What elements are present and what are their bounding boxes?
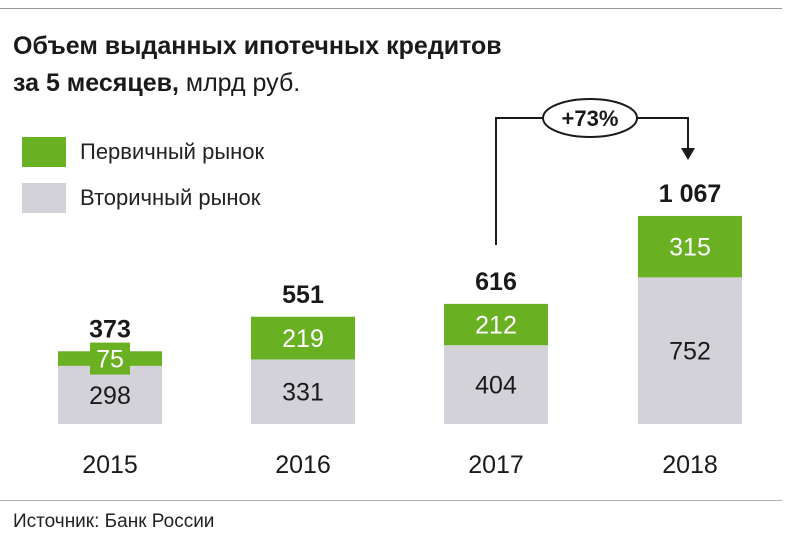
bar-secondary-2016	[251, 359, 355, 424]
value-pill-primary-2015	[90, 342, 130, 375]
growth-ellipse	[542, 98, 638, 138]
growth-label: +73%	[562, 106, 619, 131]
x-tick-label-2017: 2017	[468, 451, 524, 479]
value-label-secondary-2018: 752	[669, 338, 711, 366]
source-note: Источник: Банк России	[13, 511, 215, 532]
value-label-primary-2017: 212	[475, 312, 517, 340]
growth-arrow-icon	[681, 148, 695, 160]
legend-swatch-secondary	[22, 183, 66, 213]
value-label-primary-2015: 75	[96, 346, 124, 374]
legend-label-primary: Первичный рынок	[80, 139, 265, 164]
bar-secondary-2017	[444, 345, 548, 424]
value-label-secondary-2016: 331	[282, 379, 324, 407]
bar-primary-2016	[251, 316, 355, 360]
title-line-2-unit: млрд руб.	[178, 69, 301, 97]
total-label-2018: 1 067	[659, 180, 722, 208]
bar-secondary-2015	[58, 365, 162, 424]
top-divider	[0, 8, 782, 9]
value-label-primary-2016: 219	[282, 325, 324, 353]
total-label-2015: 373	[89, 315, 131, 343]
value-label-secondary-2017: 404	[475, 372, 517, 400]
bar-secondary-2018	[638, 277, 742, 424]
x-tick-label-2018: 2018	[662, 451, 718, 479]
x-tick-label-2015: 2015	[82, 451, 138, 479]
x-tick-label-2016: 2016	[275, 451, 331, 479]
legend-label-secondary: Вторичный рынок	[80, 185, 261, 210]
bottom-divider	[0, 500, 782, 501]
value-label-primary-2018: 315	[669, 234, 711, 262]
value-label-secondary-2015: 298	[89, 382, 131, 410]
total-label-2016: 551	[282, 281, 324, 309]
title-line-1: Объем выданных ипотечных кредитов	[13, 32, 502, 60]
total-label-2017: 616	[475, 268, 517, 296]
stacked-bar-chart: 298 75 373 2015 331 219 551 2016 404 212 616 2017 75…	[58, 98, 742, 479]
title-line-2-bold: за 5 месяцев,	[13, 69, 179, 97]
bar-primary-2018	[638, 215, 742, 278]
growth-annotation: +73%	[495, 98, 695, 245]
bar-primary-2017	[444, 303, 548, 346]
chart-title: Объем выданных ипотечных кредитов за 5 м…	[13, 28, 502, 102]
legend-swatch-primary	[22, 137, 66, 167]
growth-connector-line	[495, 117, 689, 245]
